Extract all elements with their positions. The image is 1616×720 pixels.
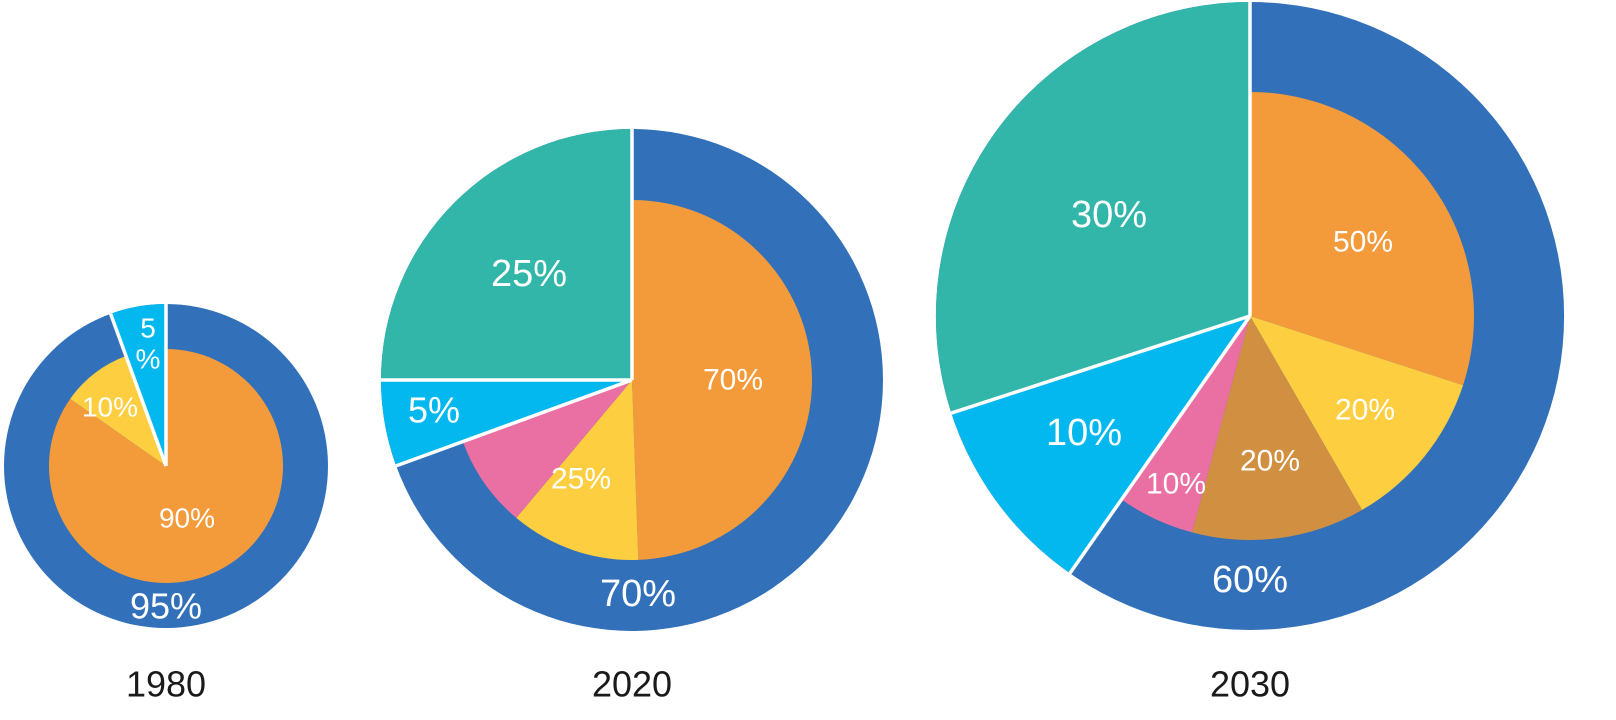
pie-2030: 60% 10% 30% 50% 20% 20% 10% 2030 — [935, 1, 1565, 705]
slice-separator — [108, 313, 168, 467]
inner-slice-label: 70% — [703, 364, 763, 397]
pie-1980: 95% 5 % 90% 10% 1980 — [4, 304, 328, 705]
inner-slice-label: 50% — [1333, 226, 1393, 259]
inner-slice — [1250, 92, 1474, 386]
wedge-label: 5% — [136, 312, 161, 374]
chart-title: 2030 — [1210, 664, 1290, 705]
wedge-label: 25% — [491, 253, 567, 295]
wedge-label: 5% — [408, 390, 460, 431]
inner-slice — [70, 356, 166, 466]
chart-title: 1980 — [126, 664, 206, 705]
inner-slice-label: 10% — [1146, 468, 1206, 501]
inner-slice-label: 25% — [551, 463, 611, 496]
inner-slice-label: 20% — [1240, 445, 1300, 478]
inner-slice-label: 20% — [1335, 394, 1395, 427]
inner-slice — [516, 380, 639, 560]
wedge-label: 10% — [1046, 412, 1122, 454]
outer-ring-label: 60% — [1212, 559, 1288, 601]
slice-separator — [950, 314, 1251, 415]
wedge-slice — [381, 129, 632, 380]
inner-slice — [1121, 316, 1250, 533]
outer-ring-label: 70% — [600, 573, 676, 615]
slice-separator — [395, 378, 633, 468]
chart-title: 2020 — [592, 664, 672, 705]
inner-slice-label: 10% — [82, 392, 138, 423]
inner-slice — [632, 200, 812, 560]
pie-2020: 70% 5% 25% 70% 25% 2020 — [381, 129, 883, 705]
wedge-slice — [951, 316, 1250, 574]
wedge-label: 30% — [1071, 194, 1147, 236]
inner-slice — [1192, 316, 1362, 540]
wedge-slice — [935, 2, 1250, 414]
outer-ring-label: 95% — [130, 586, 202, 627]
inner-slice — [1250, 316, 1464, 510]
inner-slice — [462, 380, 632, 518]
inner-slice-label: 90% — [159, 503, 215, 534]
slice-separator — [1068, 314, 1252, 575]
